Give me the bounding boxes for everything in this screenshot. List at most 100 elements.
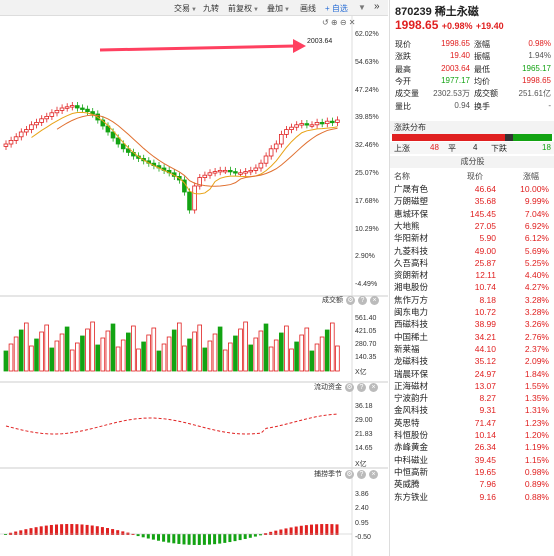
- candle-body: [75, 105, 80, 109]
- table-row[interactable]: 万朗磁塑 35.68 9.99%: [390, 195, 554, 207]
- season-bar: [131, 533, 135, 535]
- table-row[interactable]: 大地熊 27.05 6.92%: [390, 220, 554, 232]
- quote-value: 1998.65: [522, 75, 551, 85]
- table-row[interactable]: 正海磁材 13.07 1.55%: [390, 380, 554, 392]
- stock-price: 9.16: [479, 491, 496, 502]
- season-bar: [151, 534, 155, 540]
- volume-bar: [289, 348, 294, 372]
- volume-bar: [34, 338, 39, 372]
- volume-bar: [238, 328, 243, 372]
- table-row[interactable]: 东方铁业 9.16 0.88%: [390, 491, 554, 503]
- table-row[interactable]: 资朗新材 12.11 4.40%: [390, 269, 554, 281]
- help-icon: ?: [357, 382, 366, 392]
- season-bar: [111, 529, 115, 535]
- candle-body: [253, 167, 259, 171]
- toolbar-overlay[interactable]: 叠加▼: [267, 4, 290, 13]
- candle-body: [8, 140, 14, 145]
- table-row[interactable]: 英思特 71.47 1.23%: [390, 417, 554, 429]
- stock-title: 870239 稀土永磁: [395, 6, 479, 18]
- season-bar: [182, 534, 186, 545]
- candle-body: [314, 122, 320, 126]
- season-bar: [202, 534, 206, 545]
- toolbar-adjust[interactable]: 前复权▼: [228, 4, 259, 13]
- candle-body: [324, 120, 330, 124]
- stock-change: 0.98%: [524, 466, 549, 477]
- season-bar: [228, 534, 232, 543]
- quote-label: 最高: [395, 64, 411, 74]
- candle-body: [126, 148, 131, 153]
- stock-change: 3.26%: [524, 319, 549, 330]
- table-row[interactable]: 中恒高新 19.65 0.98%: [390, 466, 554, 478]
- table-row[interactable]: 龙磁科技 35.12 2.09%: [390, 355, 554, 367]
- volume-bar: [8, 343, 14, 372]
- volume-bar: [176, 322, 182, 372]
- table-row[interactable]: 湘电股份 10.74 4.27%: [390, 281, 554, 293]
- table-row[interactable]: 科恒股份 10.14 1.20%: [390, 429, 554, 441]
- candle-body: [304, 123, 310, 126]
- toolbar-draw[interactable]: 画线: [300, 4, 316, 13]
- stock-change: 6.12%: [524, 233, 549, 244]
- toolbar-more[interactable]: ▼: [358, 3, 366, 12]
- candle-body: [278, 134, 284, 145]
- double-chevron-right-icon[interactable]: »: [374, 1, 380, 12]
- table-row[interactable]: 华阳新材 5.90 6.12%: [390, 232, 554, 244]
- table-row[interactable]: 赤峰黄金 26.34 1.19%: [390, 441, 554, 453]
- season-bar: [289, 527, 293, 535]
- price-axis-label: 39.85%: [355, 114, 379, 122]
- quote-label: 振幅: [474, 52, 490, 62]
- season-bar: [243, 534, 247, 539]
- table-row[interactable]: 惠城环保 145.45 7.04%: [390, 208, 554, 220]
- table-row[interactable]: 宁波韵升 8.27 1.35%: [390, 392, 554, 404]
- quote-panel: 870239 稀土永磁 1998.65 +0.98% +19.40 现价 1998…: [389, 0, 554, 556]
- stock-name: 资朗新材: [394, 270, 429, 281]
- table-row[interactable]: 西磁科技 38.99 3.26%: [390, 318, 554, 330]
- table-row[interactable]: 中科磁业 39.45 1.15%: [390, 454, 554, 466]
- add-watchlist-button[interactable]: + 自选: [325, 4, 348, 13]
- table-row[interactable]: 新莱福 44.10 2.37%: [390, 343, 554, 355]
- table-row[interactable]: 九菱科技 49.00 5.69%: [390, 245, 554, 257]
- stock-price: 46.64: [474, 184, 496, 194]
- candle-body: [115, 137, 121, 145]
- season-bar: [304, 525, 308, 535]
- table-row[interactable]: 中国稀土 34.21 2.76%: [390, 331, 554, 343]
- table-row[interactable]: 焦作万方 8.18 3.28%: [390, 294, 554, 306]
- season-bar: [162, 534, 166, 542]
- season-bar: [60, 524, 64, 535]
- candle-body: [212, 171, 218, 174]
- season-bar: [90, 525, 94, 535]
- moving-average-line: [31, 111, 338, 195]
- table-row[interactable]: 久吾高科 25.87 5.25%: [390, 257, 554, 269]
- help-icon: ?: [357, 469, 366, 479]
- table-row[interactable]: 闽东电力 10.72 3.28%: [390, 306, 554, 318]
- help-icon: ?: [358, 295, 367, 305]
- volume-bar: [309, 350, 315, 372]
- toolbar-nine-turn[interactable]: 九转: [203, 4, 219, 13]
- table-row[interactable]: 广晟有色 46.64 10.00%: [390, 183, 554, 195]
- season-bar: [116, 530, 120, 535]
- stock-change: 4.40%: [524, 270, 549, 281]
- toolbar-trade[interactable]: 交易▼: [174, 4, 197, 13]
- chart-header-icons[interactable]: ↺ ⊕ ⊖ ✕: [322, 18, 356, 27]
- candle-body: [289, 126, 294, 130]
- stock-price: 5.90: [479, 233, 496, 244]
- candle-body: [54, 110, 60, 114]
- table-row[interactable]: 英威腾 7.96 0.89%: [390, 478, 554, 490]
- stock-price: 44.10: [474, 343, 496, 354]
- season-bar: [294, 526, 298, 535]
- stock-price: 1998.65 +0.98% +19.40: [395, 18, 504, 32]
- price-axis-label: 32.46%: [355, 142, 379, 150]
- stock-change: 1.19%: [524, 442, 549, 453]
- volume-bar: [136, 348, 141, 372]
- table-row[interactable]: 金风科技 9.31 1.31%: [390, 404, 554, 416]
- high-arrow-line: [99, 44, 296, 52]
- season-axis-label: 2.40: [355, 505, 369, 513]
- stock-change: 1.15%: [524, 454, 549, 465]
- stock-price: 12.11: [475, 270, 496, 281]
- fund-axis-label: X亿: [355, 461, 367, 468]
- chart-area[interactable]: 62.02% 54.63% 47.24% 39.85% 32.46% 25.07% 17.6…: [0, 16, 388, 556]
- table-row[interactable]: 瑞晨环保 24.97 1.84%: [390, 368, 554, 380]
- season-bar: [259, 534, 262, 536]
- season-bar: [29, 528, 33, 535]
- volume-bar: [299, 334, 304, 372]
- stock-name: 广晟有色: [394, 184, 429, 194]
